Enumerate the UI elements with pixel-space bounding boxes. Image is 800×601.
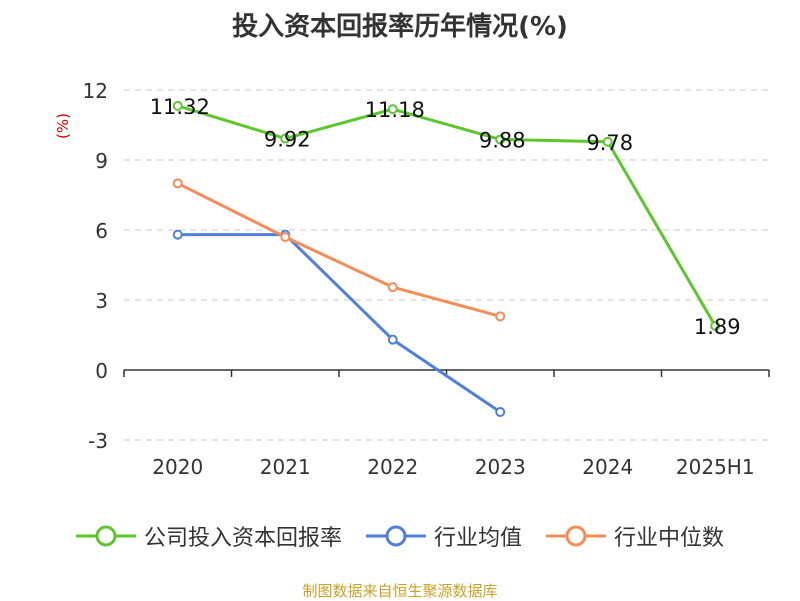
x-tick-label: 2021: [260, 455, 311, 479]
data-label: 9.92: [264, 128, 311, 152]
legend-item-company[interactable]: 公司投入资本回报率: [75, 520, 342, 552]
data-point: [495, 407, 506, 417]
data-point: [387, 104, 398, 115]
x-tick-label: 2022: [367, 455, 418, 479]
data-point: [495, 311, 506, 322]
x-tick-label: 2024: [582, 455, 633, 479]
legend-label-industry-median: 行业中位数: [614, 526, 725, 551]
data-point: [280, 232, 291, 242]
series-line: [177, 104, 717, 327]
legend-swatch-company: [75, 525, 136, 547]
chart-title: 投入资本回报率历年情况(%): [232, 12, 568, 42]
legend-item-industry-median[interactable]: 行业中位数: [546, 520, 724, 552]
data-point: [602, 136, 613, 147]
legend: 公司投入资本回报率 行业均值 行业中位数: [0, 520, 800, 552]
y-tick-label: 3: [95, 289, 108, 313]
y-tick-label: 0: [95, 359, 108, 383]
series-line: [177, 181, 501, 318]
y-tick-label: 6: [95, 219, 108, 243]
data-label: 11.18: [365, 98, 425, 122]
data-point: [172, 100, 183, 111]
data-label: 9.78: [586, 131, 633, 155]
data-point: [172, 178, 183, 189]
data-point: [710, 320, 721, 331]
data-label: 1.89: [694, 315, 741, 339]
data-label: 9.88: [479, 128, 526, 152]
y-axis-label: (%): [54, 113, 72, 139]
y-tick-label: 9: [95, 149, 108, 173]
x-tick-label: 2025H1: [676, 455, 755, 479]
x-tick-label: 2023: [475, 455, 526, 479]
data-point: [495, 134, 506, 145]
data-label: 11.32: [150, 95, 210, 119]
data-point: [172, 229, 183, 240]
data-point: [387, 282, 398, 293]
legend-swatch-industry-mean: [365, 525, 426, 547]
legend-label-company: 公司投入资本回报率: [143, 526, 342, 551]
y-tick-label: -3: [88, 429, 108, 453]
y-tick-label: 12: [83, 79, 108, 103]
legend-label-industry-mean: 行业均值: [433, 526, 522, 551]
data-point: [387, 334, 398, 345]
legend-item-industry-mean[interactable]: 行业均值: [365, 520, 522, 552]
data-point: [280, 133, 291, 144]
source-note: 制图数据来自恒生聚源数据库: [302, 582, 498, 600]
series-line: [177, 233, 502, 414]
x-tick-label: 2020: [152, 455, 203, 479]
legend-swatch-industry-median: [546, 525, 606, 547]
